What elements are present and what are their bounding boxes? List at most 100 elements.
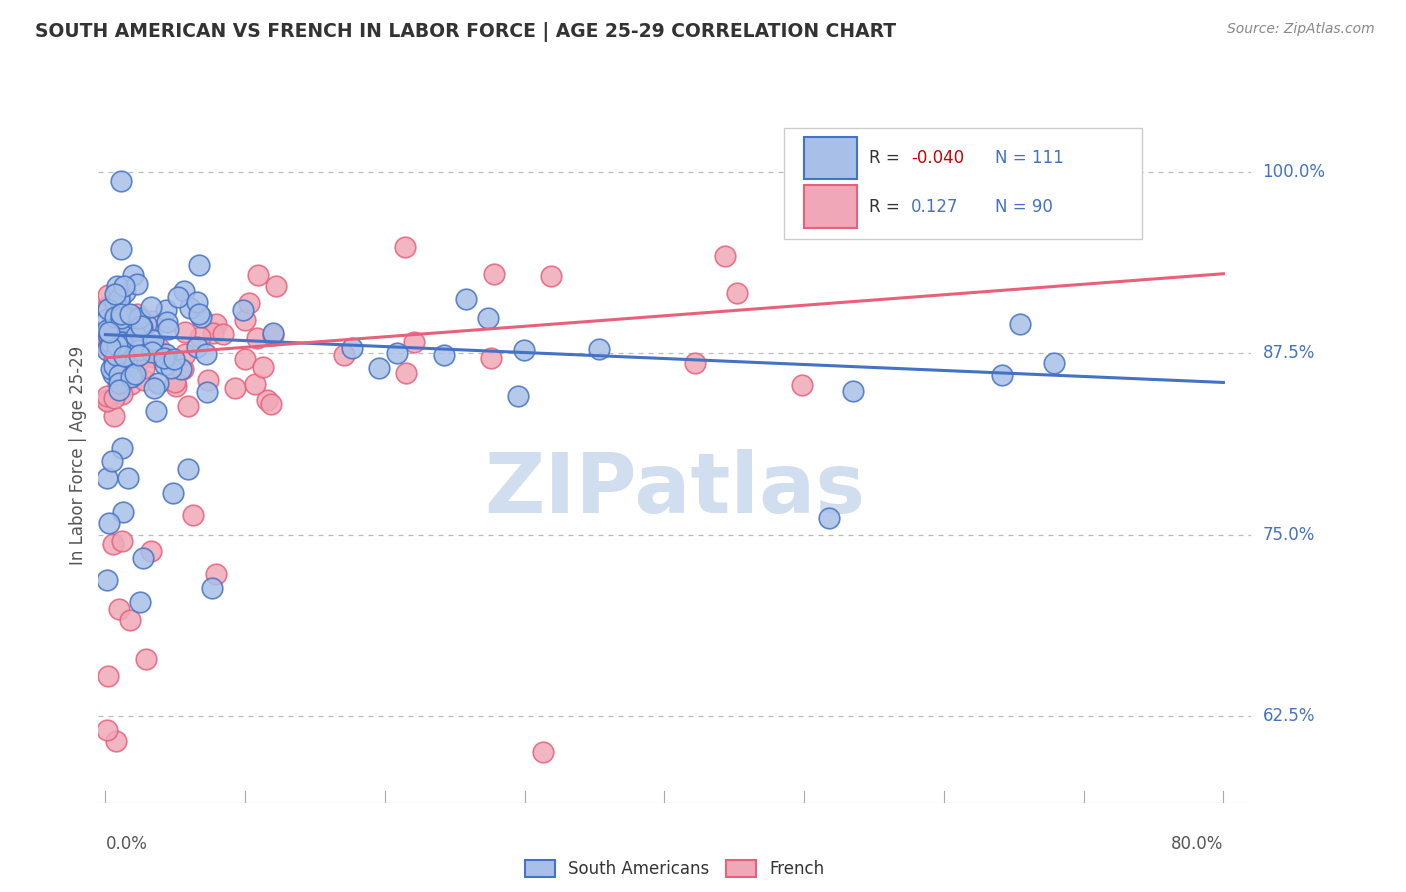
FancyBboxPatch shape <box>804 136 858 179</box>
Point <box>186 340 208 354</box>
Point <box>173 284 195 298</box>
Point <box>143 350 166 364</box>
Point <box>148 341 170 355</box>
Point <box>174 346 197 360</box>
Point <box>454 292 477 306</box>
Point <box>124 311 146 326</box>
Text: 0.0%: 0.0% <box>105 835 148 853</box>
Point <box>96 343 118 357</box>
Point <box>170 362 193 376</box>
Point <box>120 370 142 384</box>
Point <box>332 348 354 362</box>
Point <box>162 485 184 500</box>
Point <box>96 326 118 341</box>
Point <box>506 388 529 402</box>
Point <box>103 409 125 424</box>
Point <box>111 441 134 455</box>
Point <box>105 348 128 362</box>
Text: 0.127: 0.127 <box>911 197 959 216</box>
Point <box>132 360 155 375</box>
Point <box>110 307 132 321</box>
Point <box>120 377 142 392</box>
Point <box>104 348 127 362</box>
Point <box>181 508 204 522</box>
Text: 100.0%: 100.0% <box>1263 163 1326 181</box>
Point <box>484 267 506 281</box>
Point <box>252 360 274 375</box>
Text: N = 111: N = 111 <box>995 149 1064 167</box>
Point <box>155 302 177 317</box>
FancyBboxPatch shape <box>785 128 1142 239</box>
Point <box>262 326 284 341</box>
Point <box>129 595 152 609</box>
Text: ZIPatlas: ZIPatlas <box>485 450 865 530</box>
Text: R =: R = <box>869 197 910 216</box>
Point <box>141 337 163 351</box>
Y-axis label: In Labor Force | Age 25-29: In Labor Force | Age 25-29 <box>69 345 87 565</box>
Point <box>172 361 194 376</box>
Point <box>131 339 153 353</box>
Point <box>117 471 139 485</box>
Point <box>111 335 134 350</box>
Point <box>1042 356 1064 370</box>
Point <box>165 379 187 393</box>
Point <box>117 313 139 327</box>
Point <box>173 325 195 339</box>
Point <box>157 322 180 336</box>
Point <box>531 745 554 759</box>
Point <box>100 361 122 376</box>
Point <box>108 602 131 616</box>
Point <box>188 330 211 344</box>
Point <box>155 347 177 361</box>
Point <box>842 384 865 399</box>
Point <box>122 268 145 282</box>
Point <box>232 303 254 318</box>
Point <box>224 381 246 395</box>
Point <box>395 366 418 380</box>
Point <box>97 301 120 316</box>
Point <box>97 325 120 339</box>
Text: R =: R = <box>869 149 904 167</box>
Point <box>176 462 198 476</box>
Point <box>101 537 124 551</box>
Point <box>117 360 139 375</box>
Point <box>110 320 132 334</box>
Point <box>233 352 256 367</box>
Point <box>96 389 118 403</box>
Point <box>111 505 134 519</box>
Point <box>108 357 131 371</box>
Point <box>153 351 176 366</box>
Point <box>107 356 129 370</box>
Point <box>108 368 131 383</box>
Point <box>176 399 198 413</box>
Point <box>540 268 562 283</box>
Point <box>125 328 148 343</box>
Point <box>1008 317 1031 331</box>
Point <box>124 368 146 382</box>
Point <box>340 342 363 356</box>
Point <box>153 358 176 372</box>
Point <box>96 301 118 315</box>
Point <box>97 669 120 683</box>
Point <box>142 381 165 395</box>
Point <box>141 543 163 558</box>
Point <box>110 348 132 362</box>
Point <box>100 336 122 351</box>
Point <box>97 288 120 302</box>
Point <box>114 285 136 300</box>
Point <box>128 343 150 357</box>
Point <box>132 373 155 387</box>
Point <box>114 366 136 380</box>
Point <box>112 335 135 350</box>
Point <box>479 351 502 365</box>
Point <box>246 331 269 345</box>
Point <box>148 344 170 359</box>
Point <box>118 613 141 627</box>
Point <box>204 317 226 331</box>
Point <box>96 723 118 738</box>
Point <box>477 310 499 325</box>
Point <box>145 404 167 418</box>
Point <box>111 534 134 549</box>
Text: 80.0%: 80.0% <box>1171 835 1223 853</box>
Point <box>104 343 127 358</box>
